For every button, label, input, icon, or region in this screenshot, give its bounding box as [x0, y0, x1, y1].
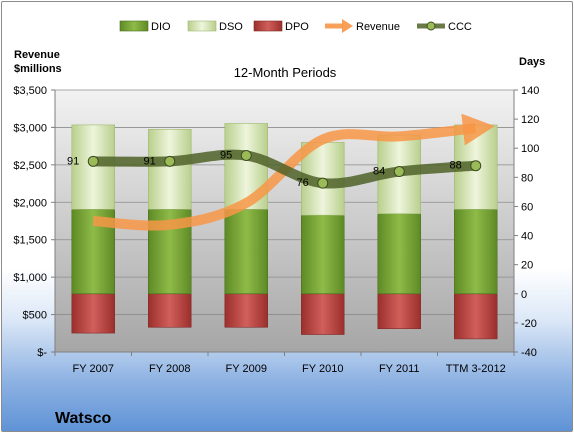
- bar-dio: [377, 213, 421, 295]
- bar-dpo: [148, 293, 192, 328]
- x-tick-label: FY 2011: [379, 363, 420, 375]
- ccc-data-label: 91: [67, 155, 79, 167]
- bar-dpo: [301, 293, 345, 335]
- x-tick-label: FY 2007: [73, 363, 114, 375]
- bar-dso: [71, 124, 115, 210]
- y-right-tick-label: 100: [521, 143, 539, 155]
- y-right-tick-label: 20: [521, 260, 533, 272]
- y-right-tick-label: 140: [521, 85, 539, 97]
- legend-label-ccc: CCC: [448, 21, 472, 33]
- y-right-tick-label: -20: [521, 318, 537, 330]
- x-tick-label: FY 2010: [302, 363, 343, 375]
- y-right-tick-label: 40: [521, 231, 533, 243]
- y-left-tick-label: $3,000: [13, 122, 47, 134]
- ccc-data-label: 88: [450, 160, 462, 172]
- x-tick-label: FY 2008: [149, 363, 190, 375]
- legend-arrowhead-revenue: [342, 19, 353, 33]
- bar-dio: [224, 209, 268, 295]
- ccc-point: [164, 155, 176, 167]
- y-left-tick-label: $2,000: [13, 197, 47, 209]
- y-right-label: Days: [519, 56, 545, 68]
- x-tick-label: FY 2009: [226, 363, 267, 375]
- lines-layer: [87, 113, 495, 231]
- ccc-line: [88, 149, 481, 189]
- y-right-tick-label: 60: [521, 201, 533, 213]
- legend-label-dso: DSO: [219, 21, 243, 33]
- ccc-point: [470, 160, 482, 172]
- y-left-tick-label: $3,500: [13, 85, 47, 97]
- bar-dio: [301, 214, 345, 295]
- data-labels-layer: 91 91 95 76 84 88: [67, 150, 462, 190]
- x-tick-label: TTM 3-2012: [446, 363, 506, 375]
- company-name: Watsco: [55, 410, 112, 427]
- legend-swatch-dio: [119, 20, 149, 32]
- ccc-data-label: 84: [373, 166, 385, 178]
- legend: DIO DSO DPO Revenue CCC: [119, 19, 472, 33]
- ccc-data-label: 76: [297, 177, 309, 189]
- ccc-data-label: 95: [220, 150, 232, 162]
- legend-label-revenue: Revenue: [356, 21, 400, 33]
- y-left-label-line1: Revenue: [14, 49, 60, 61]
- chart-title: 12-Month Periods: [234, 65, 337, 80]
- ccc-point: [393, 166, 405, 178]
- ccc-data-label: 91: [144, 155, 156, 167]
- y-left-tick-label: $1,000: [13, 272, 47, 284]
- y-right-tick-label: 120: [521, 114, 539, 126]
- y-left-label-line2: $millions: [14, 63, 62, 75]
- bar-dpo: [377, 293, 421, 330]
- legend-label-dio: DIO: [151, 21, 171, 33]
- bar-dso: [148, 129, 192, 210]
- y-left-tick-label: $2,500: [13, 160, 47, 172]
- ccc-point: [317, 177, 329, 189]
- bar-dpo: [224, 293, 268, 328]
- bar-dpo: [71, 293, 115, 334]
- y-left-tick-label: $-: [37, 347, 47, 359]
- legend-marker-ccc: [426, 21, 436, 31]
- legend-label-dpo: DPO: [285, 21, 309, 33]
- legend-swatch-dso: [187, 20, 217, 32]
- ccc-point: [87, 155, 99, 167]
- bar-dpo: [454, 293, 498, 340]
- y-right-tick-label: 80: [521, 172, 533, 184]
- bar-dio: [454, 209, 498, 295]
- legend-swatch-dpo: [253, 20, 283, 32]
- y-right-tick-label: -40: [521, 347, 537, 359]
- y-left-tick-label: $1,500: [13, 235, 47, 247]
- ccc-point: [240, 150, 252, 161]
- y-right-tick-label: 0: [521, 289, 527, 301]
- y-left-tick-label: $500: [23, 310, 47, 322]
- axes-layer: $3,500 $3,000 $2,500 $2,000 $1,500 $1,000 $500…: [13, 85, 539, 375]
